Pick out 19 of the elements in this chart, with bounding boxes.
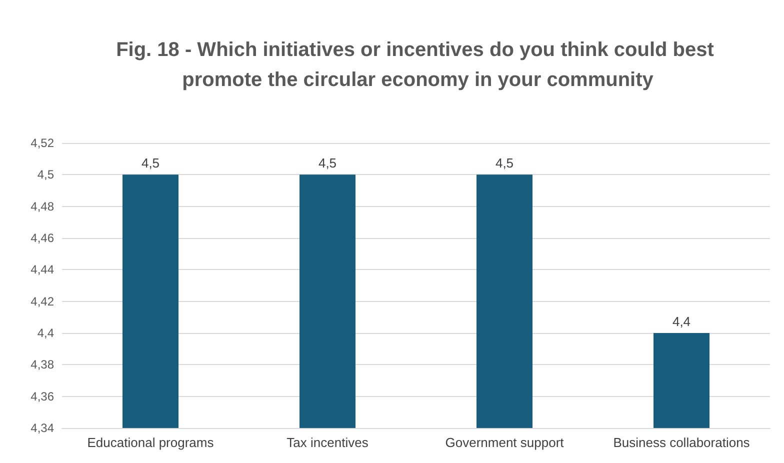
data-label: 4,5 (495, 156, 514, 171)
y-tick-label: 4,34 (30, 421, 54, 435)
x-tick-label: Government support (445, 435, 564, 450)
y-tick-label: 4,48 (30, 199, 54, 214)
y-tick-label: 4,44 (30, 262, 54, 277)
x-tick-label: Tax incentives (286, 435, 369, 450)
x-tick-label: Business collaborations (613, 435, 750, 450)
y-tick-label: 4,38 (30, 358, 54, 372)
y-tick-label: 4,5 (37, 168, 54, 182)
data-label: 4,4 (672, 314, 691, 329)
y-tick-label: 4,46 (30, 231, 54, 245)
y-tick-label: 4,36 (30, 389, 54, 404)
y-tick-label: 4,52 (30, 136, 54, 150)
data-label: 4,5 (318, 156, 337, 171)
y-tick-label: 4,42 (30, 294, 54, 308)
data-label: 4,5 (141, 156, 160, 171)
x-tick-label: Educational programs (87, 435, 214, 450)
y-tick-label: 4,4 (37, 326, 54, 340)
chart-title: Fig. 18 - Which initiatives or incentives do you think could best promote the circular economy in your community (116, 39, 714, 91)
